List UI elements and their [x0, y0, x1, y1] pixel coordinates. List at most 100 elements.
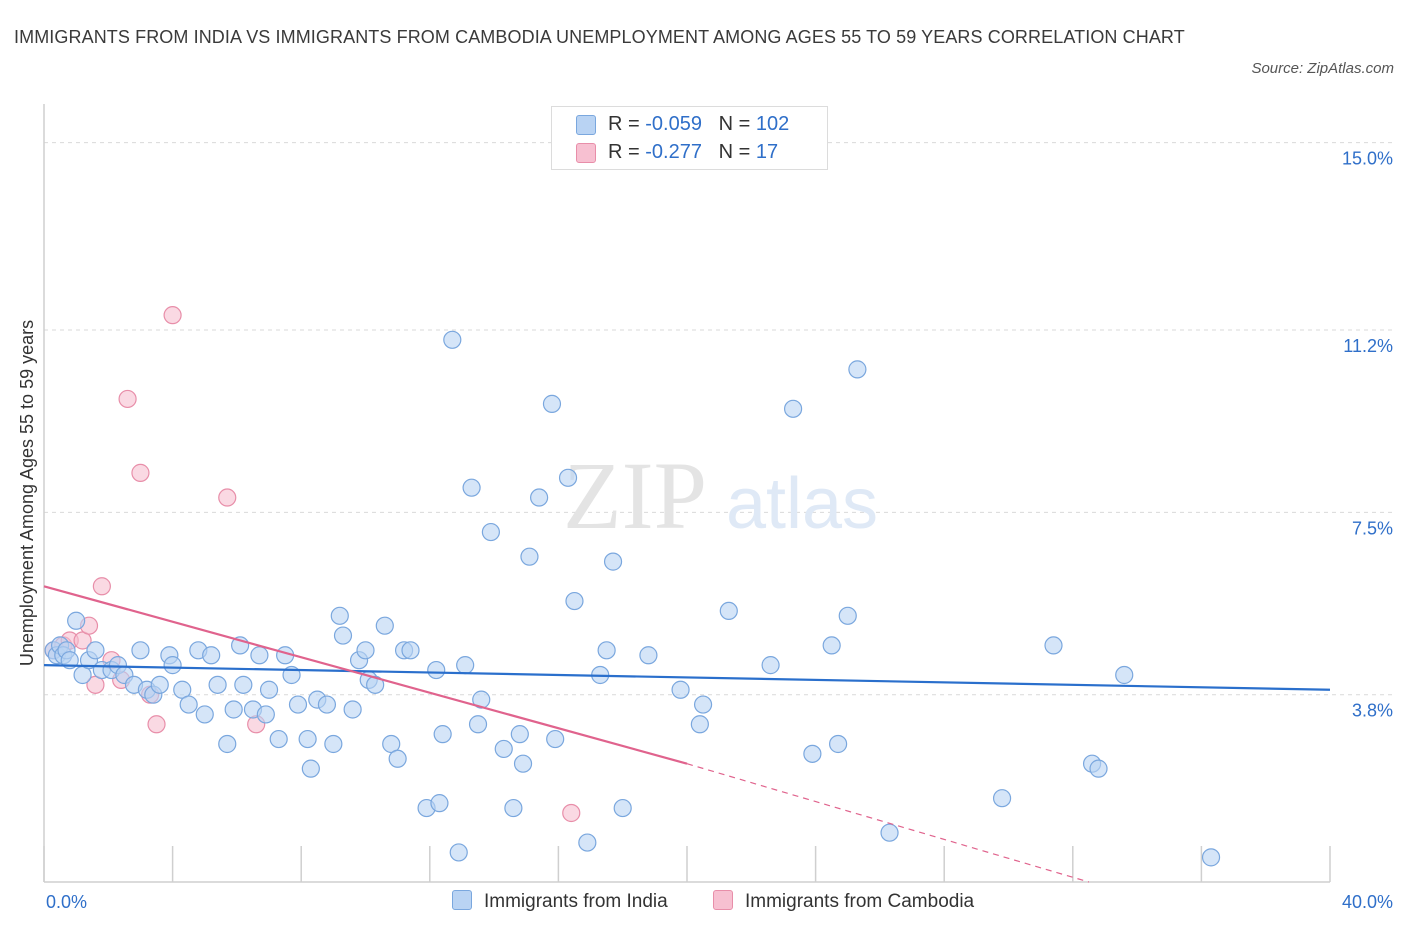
- point-india: [520, 547, 539, 566]
- y-tick-label: 15.0%: [1342, 149, 1393, 169]
- watermark-atlas: atlas: [726, 464, 878, 544]
- point-india: [513, 754, 533, 773]
- point-india: [317, 695, 337, 714]
- fit-line-india: [43, 664, 1331, 691]
- point-india: [234, 675, 253, 694]
- legend-r-label-cambodia: R =: [608, 141, 646, 163]
- point-india: [250, 646, 269, 665]
- y-tick-label: 11.2%: [1343, 336, 1393, 356]
- point-india: [848, 360, 867, 379]
- y-axis-label: Unemployment Among Ages 55 to 59 years: [17, 320, 37, 666]
- point-india: [1044, 636, 1063, 655]
- bottom-legend-swatch-cambodia: [713, 890, 733, 910]
- correlation-legend: R = -0.059 N = 102 R = -0.277 N = 17: [551, 106, 828, 170]
- point-india: [472, 690, 491, 709]
- point-india: [343, 700, 362, 719]
- point-india: [504, 798, 523, 818]
- point-india: [333, 626, 353, 645]
- legend-swatch-cambodia: [576, 143, 596, 163]
- point-india: [639, 646, 658, 665]
- point-india: [443, 330, 462, 349]
- legend-row-india: R = -0.059 N = 102: [576, 113, 789, 137]
- watermark: ZIP atlas: [563, 442, 878, 549]
- point-india: [1201, 848, 1221, 867]
- point-india: [427, 660, 446, 680]
- point-india: [530, 488, 549, 507]
- bottom-legend-cambodia: Immigrants from Cambodia: [713, 890, 974, 913]
- legend-n-value-cambodia: 17: [755, 141, 779, 163]
- point-india: [330, 606, 349, 625]
- point-india: [690, 715, 709, 734]
- point-india: [218, 734, 237, 754]
- point-india: [546, 729, 565, 749]
- legend-r-label-india: R =: [608, 113, 646, 135]
- point-india: [803, 744, 822, 763]
- point-india: [433, 725, 452, 744]
- point-india: [597, 641, 616, 660]
- point-india: [829, 734, 848, 754]
- point-india: [150, 675, 169, 694]
- point-india: [494, 739, 513, 759]
- point-india: [388, 749, 407, 768]
- point-india: [298, 729, 317, 749]
- point-india: [288, 695, 308, 714]
- legend-swatch-india: [576, 115, 596, 135]
- point-india: [558, 468, 578, 487]
- point-india: [1115, 665, 1134, 685]
- watermark-zip: ZIP: [563, 442, 707, 549]
- x-tick-label: 0.0%: [46, 892, 87, 912]
- point-india: [578, 833, 597, 852]
- point-india: [430, 794, 449, 813]
- y-tick-labels: 15.0% 11.2% 7.5% 3.8%: [1342, 149, 1393, 721]
- point-india: [542, 394, 562, 413]
- x-tick-label: 40.0%: [1342, 892, 1393, 912]
- fit-lines: [43, 585, 1331, 883]
- point-india: [163, 656, 182, 675]
- point-cambodia: [131, 463, 150, 482]
- point-india: [992, 789, 1012, 808]
- bottom-legend-swatch-india: [452, 890, 472, 910]
- point-india: [822, 636, 841, 655]
- point-india: [208, 675, 227, 694]
- legend-n-value-india: 102: [755, 113, 790, 135]
- point-cambodia: [562, 803, 581, 823]
- point-india: [301, 759, 320, 778]
- fit-line-cambodia-extension: [686, 763, 1090, 883]
- legend-n-label-india: N =: [718, 113, 756, 135]
- point-india: [462, 478, 481, 497]
- point-india: [838, 606, 857, 625]
- grid-lines: [44, 142, 1392, 696]
- point-india: [366, 675, 385, 694]
- legend-row-cambodia: R = -0.277 N = 17: [576, 141, 778, 165]
- point-cambodia: [218, 488, 237, 507]
- point-cambodia: [118, 389, 137, 409]
- series-india: [44, 330, 1221, 867]
- point-india: [613, 798, 632, 818]
- point-india: [67, 611, 86, 630]
- axes: [43, 104, 1331, 883]
- y-tick-label: 7.5%: [1352, 518, 1393, 538]
- point-india: [179, 695, 198, 714]
- point-india: [761, 656, 780, 675]
- point-india: [256, 705, 275, 724]
- point-india: [324, 734, 343, 754]
- point-india: [693, 695, 713, 714]
- point-india: [269, 729, 288, 749]
- bottom-legend-label-cambodia: Immigrants from Cambodia: [745, 891, 975, 912]
- point-india: [449, 843, 468, 862]
- point-india: [356, 641, 375, 660]
- source-label: Source: ZipAtlas.com: [1251, 60, 1394, 77]
- point-india: [401, 641, 420, 660]
- point-cambodia: [147, 715, 166, 734]
- point-india: [481, 522, 500, 542]
- point-india: [468, 715, 488, 734]
- point-india: [259, 680, 279, 699]
- point-india: [131, 641, 150, 660]
- legend-n-label-cambodia: N =: [718, 141, 756, 163]
- point-india: [224, 700, 243, 719]
- legend-r-value-india: -0.059: [645, 113, 702, 135]
- legend-r-value-cambodia: -0.277: [645, 141, 702, 163]
- y-tick-label: 3.8%: [1352, 701, 1393, 721]
- point-india: [603, 552, 623, 571]
